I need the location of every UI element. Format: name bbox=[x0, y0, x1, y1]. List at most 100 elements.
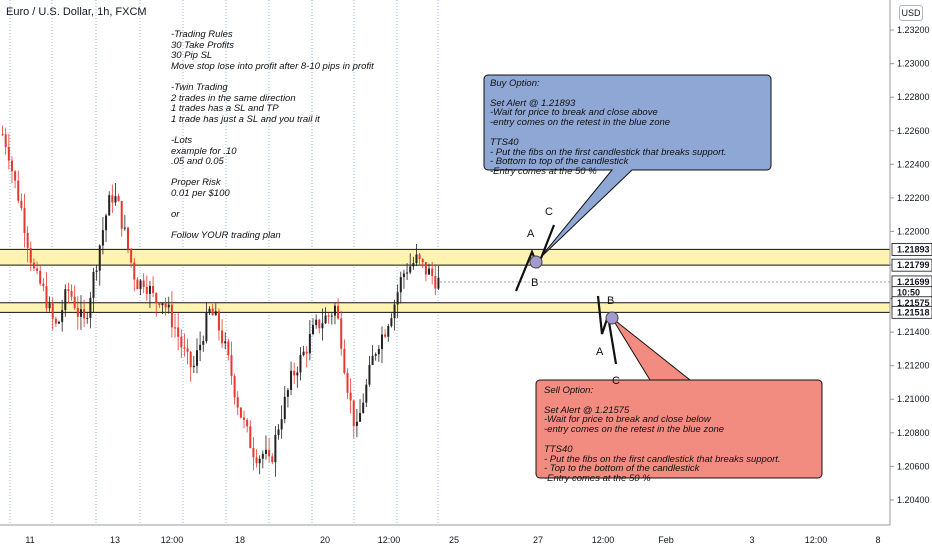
candle-body bbox=[133, 262, 136, 280]
price-label-box bbox=[891, 305, 932, 319]
x-tick-label: 12:00 bbox=[378, 535, 401, 545]
candle-body bbox=[261, 453, 264, 459]
x-tick-label: 27 bbox=[533, 535, 543, 545]
candle-body bbox=[130, 248, 133, 263]
candle-body bbox=[434, 276, 437, 289]
candle-body bbox=[202, 341, 205, 345]
candle-body bbox=[431, 268, 434, 277]
candle-body bbox=[396, 292, 399, 305]
candle-body bbox=[183, 347, 186, 349]
candle-body bbox=[73, 296, 76, 308]
candle-body bbox=[4, 134, 7, 147]
candle-body bbox=[393, 304, 396, 319]
candle-body bbox=[164, 303, 167, 308]
y-tick-label: 1.23200 bbox=[897, 25, 930, 35]
chart-title: Euro / U.S. Dollar, 1h, FXCM bbox=[6, 6, 147, 18]
candle-body bbox=[362, 402, 365, 413]
candle-body bbox=[111, 195, 114, 203]
price-label: 1.21518 bbox=[897, 307, 930, 317]
x-tick-label: 13 bbox=[110, 535, 120, 545]
candle-body bbox=[101, 230, 104, 246]
sell-abc-pattern bbox=[596, 295, 618, 365]
candle-body bbox=[227, 341, 230, 356]
x-tick-label: 12:00 bbox=[161, 535, 184, 545]
y-tick-label: 1.21200 bbox=[897, 361, 930, 371]
candle-body bbox=[283, 396, 286, 420]
x-tick-label: 25 bbox=[449, 535, 459, 545]
candle-body bbox=[302, 351, 305, 356]
buy-label-a: A bbox=[527, 228, 535, 240]
candle-body bbox=[136, 279, 139, 290]
candle-body bbox=[17, 180, 20, 201]
candle-body bbox=[246, 419, 249, 427]
grid-lines bbox=[9, 0, 439, 525]
candle-body bbox=[142, 280, 145, 287]
candle-body bbox=[327, 315, 330, 317]
y-tick-label: 1.22800 bbox=[897, 92, 930, 102]
candle-body bbox=[268, 449, 271, 457]
candle-body bbox=[365, 384, 368, 403]
candle-body bbox=[117, 196, 120, 202]
candle-body bbox=[51, 303, 54, 319]
sell-entry-marker bbox=[605, 311, 619, 325]
x-tick-label: 12:00 bbox=[805, 535, 828, 545]
candle-body bbox=[286, 389, 289, 397]
candle-body bbox=[205, 312, 208, 342]
candle-body bbox=[324, 315, 327, 324]
candle-body bbox=[377, 348, 380, 355]
candle-body bbox=[7, 146, 10, 161]
candlesticks bbox=[1, 125, 440, 477]
price-label: 1.21893 bbox=[897, 244, 930, 254]
candle-body bbox=[23, 208, 26, 233]
candle-body bbox=[290, 370, 293, 390]
buy-option-text: Buy Option: Set Alert @ 1.21893 -Wait fo… bbox=[490, 78, 727, 178]
candle-body bbox=[402, 273, 405, 278]
candle-body bbox=[148, 285, 151, 294]
candle-body bbox=[155, 293, 158, 304]
axis-background bbox=[890, 0, 932, 550]
candle-body bbox=[258, 458, 261, 464]
buy-entry-marker bbox=[529, 255, 543, 269]
candle-body bbox=[277, 429, 280, 435]
candle-body bbox=[64, 289, 67, 311]
candle-body bbox=[189, 351, 192, 368]
currency-button[interactable]: USD bbox=[899, 5, 923, 21]
candle-body bbox=[424, 262, 427, 275]
price-label-box bbox=[891, 258, 932, 272]
candle-body bbox=[296, 372, 299, 376]
candle-body bbox=[211, 308, 214, 316]
candle-body bbox=[252, 448, 255, 458]
sell-label-c: C bbox=[612, 375, 620, 387]
sell-option-text: Sell Option: Set Alert @ 1.21575 -Wait f… bbox=[544, 385, 781, 485]
candle-body bbox=[293, 370, 296, 376]
candle-body bbox=[177, 327, 180, 337]
candle-body bbox=[208, 308, 211, 313]
candle-body bbox=[412, 263, 415, 267]
candle-body bbox=[224, 341, 227, 344]
candle-body bbox=[312, 325, 315, 335]
y-tick-label: 1.20800 bbox=[897, 428, 930, 438]
candle-body bbox=[340, 318, 343, 349]
candle-body bbox=[280, 419, 283, 430]
candle-body bbox=[330, 315, 333, 317]
candle-body bbox=[333, 305, 336, 316]
candle-body bbox=[421, 259, 424, 263]
candle-body bbox=[108, 195, 111, 216]
candle-body bbox=[199, 344, 202, 351]
candle-body bbox=[83, 309, 86, 319]
candle-body bbox=[48, 303, 51, 309]
candle-body bbox=[415, 254, 418, 264]
candle-body bbox=[239, 407, 242, 418]
price-axis: 1.23200 1.23000 1.22800 1.22600 1.22400 1.222… bbox=[889, 0, 932, 550]
candle-body bbox=[32, 262, 35, 269]
candle-body bbox=[123, 227, 126, 229]
y-tick-label: 1.21400 bbox=[897, 327, 930, 337]
candle-body bbox=[180, 336, 183, 348]
sell-label-b: B bbox=[607, 295, 614, 307]
candle-body bbox=[299, 355, 302, 373]
candle-body bbox=[92, 271, 95, 298]
candle-body bbox=[264, 449, 267, 454]
candle-body bbox=[233, 376, 236, 398]
